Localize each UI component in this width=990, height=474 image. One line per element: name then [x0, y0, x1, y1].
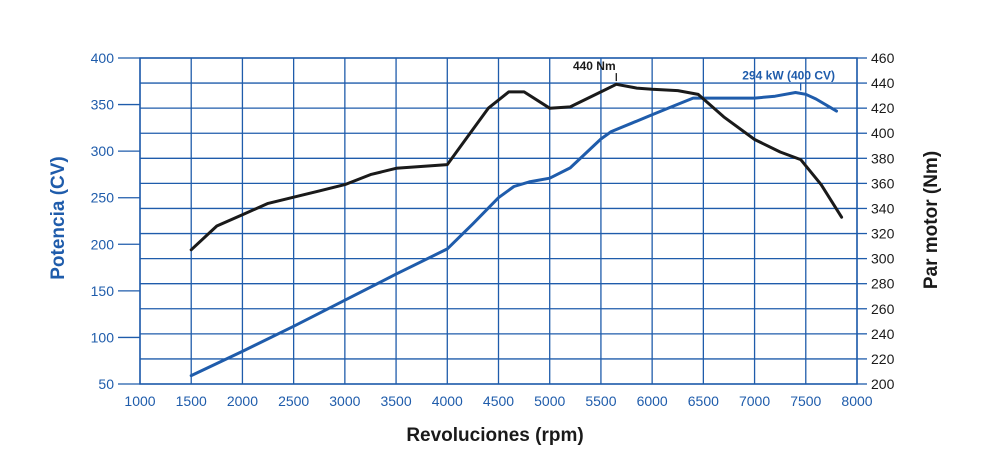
series-lines — [189, 82, 844, 378]
y-right-tick-label: 240 — [871, 326, 895, 342]
x-tick-label: 5500 — [585, 393, 616, 409]
power-curve-line — [189, 91, 838, 378]
y-right-tick-label: 300 — [871, 251, 895, 267]
annotations: 440 Nm 294 kW (400 CV) — [573, 59, 835, 91]
plot-area — [139, 57, 858, 385]
axis-titles: Revoluciones (rpm) Potencia (CV) Par mot… — [48, 151, 942, 446]
y-right-tick-label: 360 — [871, 175, 895, 191]
power-peak-label: 294 kW (400 CV) — [742, 68, 835, 82]
x-axis-title: Revoluciones (rpm) — [406, 425, 583, 446]
tick-labels: 1000 1500 2000 2500 3000 3500 4000 4500 5000 5500… — [91, 50, 895, 409]
torque-peak-label: 440 Nm — [573, 59, 616, 73]
y-right-tick-label: 320 — [871, 226, 895, 242]
x-tick-label: 6500 — [688, 393, 719, 409]
y-left-tick-label: 250 — [91, 190, 115, 206]
torque-curve-line — [189, 82, 844, 252]
y-right-tick-label: 440 — [871, 75, 895, 91]
x-tick-label: 6000 — [637, 393, 668, 409]
x-tick-label: 4500 — [483, 393, 514, 409]
y-right-tick-label: 220 — [871, 351, 895, 367]
x-tick-label: 4000 — [432, 393, 463, 409]
x-tick-label: 2000 — [227, 393, 258, 409]
y-right-tick-label: 340 — [871, 200, 895, 216]
y-right-tick-label: 260 — [871, 301, 895, 317]
y-right-tick-label: 400 — [871, 125, 895, 141]
x-tick-label: 1000 — [124, 393, 155, 409]
x-tick-label: 8000 — [841, 393, 872, 409]
y-left-tick-label: 300 — [91, 143, 115, 159]
x-tick-label: 7000 — [739, 393, 770, 409]
y-axis-left-title: Potencia (CV) — [48, 156, 69, 280]
x-tick-label: 1500 — [176, 393, 207, 409]
y-left-tick-label: 50 — [98, 376, 114, 392]
x-tick-label: 2500 — [278, 393, 309, 409]
y-right-tick-label: 460 — [871, 50, 895, 66]
x-tick-label: 3000 — [329, 393, 360, 409]
x-tick-label: 7500 — [790, 393, 821, 409]
y-left-tick-label: 200 — [91, 236, 115, 252]
y-left-tick-label: 100 — [91, 329, 115, 345]
y-right-tick-label: 380 — [871, 150, 895, 166]
x-tick-label: 3500 — [380, 393, 411, 409]
y-left-tick-label: 400 — [91, 50, 115, 66]
y-right-tick-label: 280 — [871, 276, 895, 292]
plot-border — [139, 57, 858, 385]
y-left-tick-label: 150 — [91, 283, 115, 299]
x-tick-label: 5000 — [534, 393, 565, 409]
y-right-tick-label: 200 — [871, 376, 895, 392]
y-right-tick-label: 420 — [871, 100, 895, 116]
y-left-tick-label: 350 — [91, 97, 115, 113]
y-axis-right-title: Par motor (Nm) — [921, 151, 942, 289]
